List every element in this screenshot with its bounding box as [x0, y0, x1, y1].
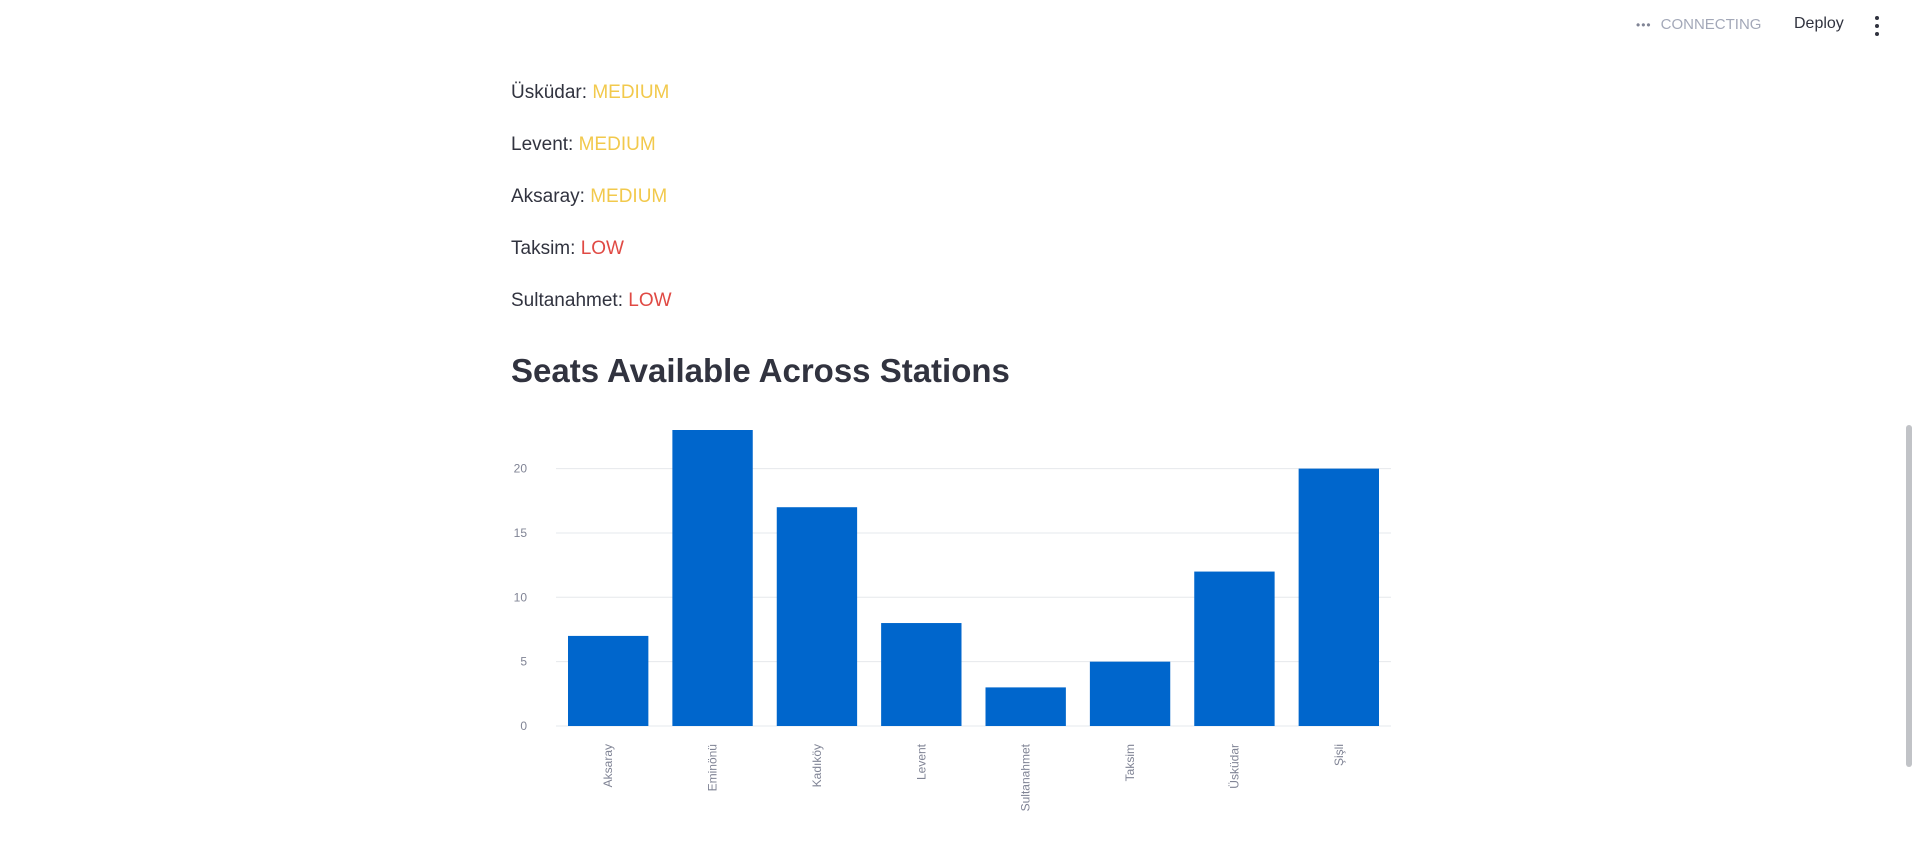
- section-title: Seats Available Across Stations: [511, 352, 1010, 389]
- page-scrollbar[interactable]: [1906, 425, 1912, 767]
- app-header: ••• CONNECTING Deploy: [0, 0, 1916, 52]
- bar[interactable]: [1298, 468, 1379, 726]
- station-status-taksim: Taksim: LOW: [511, 238, 624, 259]
- bar[interactable]: [776, 507, 858, 726]
- station-name: Aksaray: [511, 186, 580, 207]
- y-tick-label: 15: [514, 526, 528, 540]
- connection-status-text: CONNECTING: [1660, 16, 1762, 33]
- station-name: Taksim: [511, 238, 571, 259]
- station-name: Üsküdar: [511, 82, 582, 103]
- x-tick-label: Kadıköy: [810, 744, 824, 787]
- y-tick-label: 5: [520, 655, 527, 669]
- station-level: MEDIUM: [578, 134, 656, 155]
- x-tick-label: Sultanahmet: [1019, 743, 1033, 811]
- x-tick-label: Eminönü: [706, 744, 720, 791]
- y-tick-label: 0: [520, 719, 527, 733]
- x-tick-label: Üsküdar: [1227, 744, 1241, 789]
- x-tick-label: Aksaray: [601, 744, 615, 787]
- x-tick-label: Şişli: [1332, 744, 1346, 766]
- station-status-uskudar: Üsküdar: MEDIUM: [511, 82, 670, 103]
- station-name: Levent: [511, 134, 569, 155]
- station-level: MEDIUM: [592, 82, 670, 103]
- bar[interactable]: [881, 623, 962, 726]
- connecting-dots-icon: •••: [1636, 17, 1652, 32]
- bar[interactable]: [568, 635, 649, 726]
- station-level: LOW: [580, 238, 624, 259]
- bar[interactable]: [1194, 571, 1275, 726]
- station-status-levent: Levent: MEDIUM: [511, 134, 656, 155]
- bar[interactable]: [985, 687, 1066, 726]
- connection-status: ••• CONNECTING: [1636, 16, 1761, 33]
- deploy-button[interactable]: Deploy: [1794, 15, 1844, 32]
- y-tick-label: 10: [514, 590, 528, 604]
- bar[interactable]: [1089, 661, 1171, 726]
- x-tick-label: Taksim: [1123, 744, 1137, 781]
- y-tick-label: 20: [514, 462, 528, 476]
- station-status-aksaray: Aksaray: MEDIUM: [511, 186, 668, 207]
- x-tick-label: Levent: [914, 743, 928, 780]
- bar[interactable]: [672, 430, 753, 726]
- station-level: MEDIUM: [590, 186, 668, 207]
- main-menu-icon[interactable]: [1871, 14, 1883, 38]
- seats-bar-chart[interactable]: 0 5 10 15 20 Aksaray Eminönü Kadıköy Levent Sulta…: [511, 418, 1391, 842]
- station-name: Sultanahmet: [511, 290, 618, 311]
- station-status-sultanahmet: Sultanahmet: LOW: [511, 290, 672, 311]
- station-level: LOW: [628, 290, 672, 311]
